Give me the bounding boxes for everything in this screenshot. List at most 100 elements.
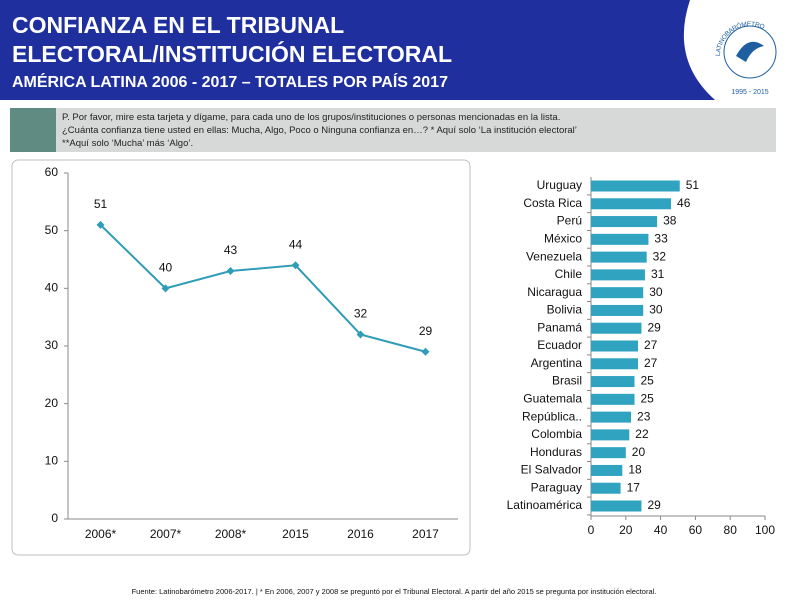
data-label: 27	[644, 356, 658, 370]
data-label: 38	[663, 214, 677, 228]
y-tick-label: Paraguay	[531, 480, 582, 494]
bar	[591, 322, 642, 334]
data-label: 30	[649, 303, 663, 317]
x-tick-label: 40	[654, 523, 668, 537]
bar	[591, 340, 638, 352]
bar	[591, 447, 626, 459]
marker	[161, 284, 170, 293]
bar	[591, 411, 632, 423]
logo-years: 1995 - 2015	[731, 89, 768, 96]
y-tick-label: Bolivia	[547, 303, 583, 317]
marker	[421, 347, 430, 356]
x-tick-label: 80	[724, 523, 738, 537]
bar	[591, 482, 621, 494]
data-label: 43	[224, 243, 238, 257]
y-tick-label: Costa Rica	[523, 196, 582, 210]
y-tick-label: Perú	[557, 214, 582, 228]
marker	[226, 267, 235, 276]
data-label: 32	[354, 307, 368, 321]
bar	[591, 180, 680, 192]
bar	[591, 429, 630, 441]
question-line: P. Por favor, mire esta tarjeta y dígame…	[62, 112, 560, 123]
title-line: CONFIANZA EN EL TRIBUNAL	[12, 12, 344, 38]
data-label: 29	[419, 324, 433, 338]
y-tick-label: Nicaragua	[527, 285, 582, 299]
data-label: 32	[653, 249, 667, 263]
question-line: ¿Cuánta confianza tiene usted en ellas: …	[62, 125, 577, 136]
y-tick-label: El Salvador	[521, 463, 582, 477]
x-tick-label: 2016	[347, 527, 374, 541]
logo-ring	[723, 25, 777, 79]
x-tick-label: 2015	[282, 527, 309, 541]
y-tick-label: Honduras	[530, 445, 582, 459]
x-tick-label: 2008*	[215, 527, 247, 541]
y-tick-label: Chile	[555, 267, 583, 281]
data-label: 40	[159, 261, 173, 275]
bar	[591, 269, 645, 281]
logo-icon	[736, 41, 764, 62]
marker	[356, 330, 365, 339]
bar	[591, 464, 623, 476]
marker	[291, 261, 300, 270]
x-tick-label: 20	[619, 523, 633, 537]
source: Fuente: Latinobarómetro 2006-2017. | * E…	[132, 587, 657, 596]
data-label: 51	[94, 197, 108, 211]
data-label: 31	[651, 267, 665, 281]
question-box	[56, 108, 776, 152]
x-tick-label: 2006*	[85, 527, 117, 541]
y-tick-label: Brasil	[552, 374, 582, 388]
question-tab	[10, 108, 56, 152]
x-tick-label: 2007*	[150, 527, 182, 541]
y-tick-label: Ecuador	[537, 338, 582, 352]
title-line: ELECTORAL/INSTITUCIÓN ELECTORAL	[12, 40, 452, 67]
data-label: 27	[644, 338, 658, 352]
data-label: 46	[677, 196, 691, 210]
y-tick-label: Venezuela	[526, 249, 582, 263]
bar	[591, 376, 635, 388]
header-band	[0, 0, 789, 100]
y-tick-label: 20	[45, 396, 59, 410]
x-tick-label: 0	[588, 523, 595, 537]
data-label: 18	[628, 463, 642, 477]
data-label: 44	[289, 237, 303, 251]
data-label: 25	[641, 374, 655, 388]
bar	[591, 251, 647, 263]
y-tick-label: Uruguay	[537, 178, 582, 192]
x-tick-label: 2017	[412, 527, 439, 541]
y-tick-label: 0	[51, 511, 58, 525]
y-tick-label: 10	[45, 454, 59, 468]
marker	[96, 220, 105, 229]
bar	[591, 500, 642, 512]
bar	[591, 393, 635, 405]
y-tick-label: Argentina	[531, 356, 583, 370]
line	[99, 224, 426, 353]
y-tick-label: Colombia	[531, 427, 582, 441]
data-label: 20	[632, 445, 646, 459]
data-label: 25	[641, 392, 655, 406]
bar	[591, 216, 658, 228]
data-label: 29	[647, 320, 661, 334]
bar	[591, 198, 672, 210]
bar	[591, 233, 649, 245]
y-tick-label: Latinoamérica	[507, 498, 583, 512]
data-label: 17	[627, 480, 641, 494]
y-tick-label: 60	[45, 165, 59, 179]
bar	[591, 358, 638, 370]
data-label: 23	[637, 409, 651, 423]
bar	[591, 287, 644, 299]
line-chart-frame	[11, 159, 471, 556]
x-tick-label: 100	[755, 523, 775, 537]
y-tick-label: 40	[45, 281, 59, 295]
subtitle: AMÉRICA LATINA 2006 - 2017 – TOTALES POR…	[12, 72, 448, 91]
data-label: 30	[649, 285, 663, 299]
y-tick-label: México	[544, 232, 582, 246]
y-tick-label: 50	[45, 223, 59, 237]
data-label: 33	[654, 232, 668, 246]
data-label: 51	[686, 178, 700, 192]
data-label: 29	[647, 498, 661, 512]
y-tick-label: Panamá	[537, 320, 582, 334]
bar	[591, 304, 644, 316]
y-tick-label: República..	[522, 409, 582, 423]
